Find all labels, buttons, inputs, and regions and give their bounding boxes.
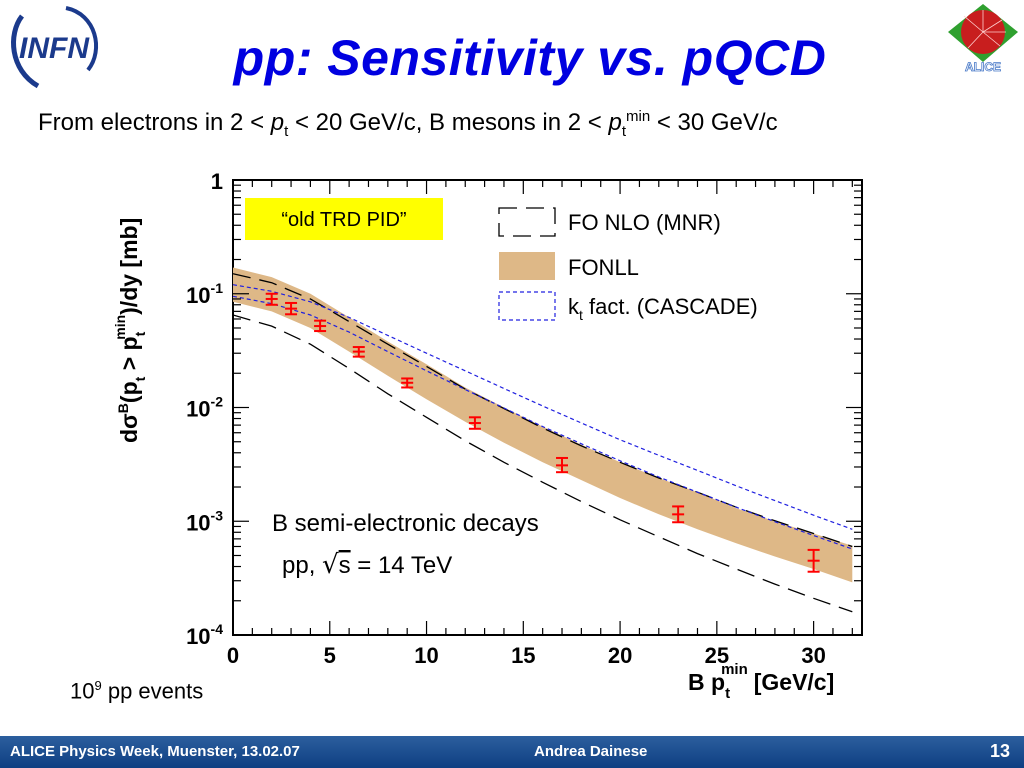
legend-label-mnr: FO NLO (MNR) (568, 210, 721, 235)
data-point (807, 548, 820, 573)
x-tick-label: 15 (511, 643, 535, 668)
legend: FO NLO (MNR) FONLL kt fact. (CASCADE) (498, 207, 758, 323)
data-point (672, 505, 685, 524)
legend-label-fonll: FONLL (568, 255, 639, 280)
footer-bar: ALICE Physics Week, Muenster, 13.02.07 A… (0, 736, 1024, 768)
data-point (285, 301, 298, 316)
data-point (265, 292, 278, 306)
footer-event: ALICE Physics Week, Muenster, 13.02.07 (10, 743, 300, 760)
page-number: 13 (989, 741, 1010, 761)
y-tick-label: 10-3 (186, 507, 223, 535)
x-tick-label: 10 (414, 643, 438, 668)
footer-author: Andrea Dainese (534, 743, 648, 760)
annotation-decays: B semi-electronic decays (272, 510, 539, 537)
annotation-box (245, 198, 443, 240)
slide-subtitle: From electrons in 2 < pt < 20 GeV/c, B m… (38, 108, 778, 140)
data-point (401, 377, 414, 389)
x-axis-label: B ptmin [GeV/c] (688, 661, 834, 702)
alice-logo: ALICE (948, 4, 1018, 74)
y-tick-label: 1 (211, 169, 223, 194)
data-point (556, 456, 569, 474)
legend-swatch-mnr (498, 207, 556, 237)
mnr-lower-curve (233, 314, 853, 613)
x-tick-label: 30 (801, 643, 825, 668)
annotation-box-text: “old TRD PID” (281, 209, 406, 231)
y-tick-label: 10-1 (186, 280, 223, 308)
fonll-band (233, 267, 853, 583)
y-axis-label: dσB(pt > ptmin)/dy [mb] (112, 218, 148, 443)
data-point (314, 319, 327, 333)
legend-swatch-fonll (499, 252, 555, 280)
legend-swatch-cascade (498, 291, 556, 321)
annotation-energy: pp, √s = 14 TeV (282, 550, 452, 580)
infn-logo: INFN (11, 6, 98, 89)
x-tick-label: 20 (608, 643, 632, 668)
x-tick-label: 5 (324, 643, 336, 668)
cascade-lower-curve (233, 295, 853, 550)
x-tick-label: 0 (227, 643, 239, 668)
infn-logo-text: INFN (19, 32, 90, 65)
cascade-upper-curve (233, 284, 853, 530)
alice-logo-text: ALICE (965, 60, 1001, 74)
y-tick-label: 10-2 (186, 394, 223, 422)
x-tick-label: 25 (705, 643, 729, 668)
data-point (468, 416, 481, 430)
events-note: 109 pp events (70, 678, 204, 704)
y-tick-label: 10-4 (186, 621, 223, 649)
data-point (352, 346, 365, 358)
cross-section-chart: 0 5 10 15 20 25 30 1 10-1 10-2 10-3 10-4 “old TRD … (112, 169, 863, 702)
slide-title: pp: Sensitivity vs. pQCD (233, 30, 827, 86)
legend-label-cascade: kt fact. (CASCADE) (568, 294, 758, 323)
